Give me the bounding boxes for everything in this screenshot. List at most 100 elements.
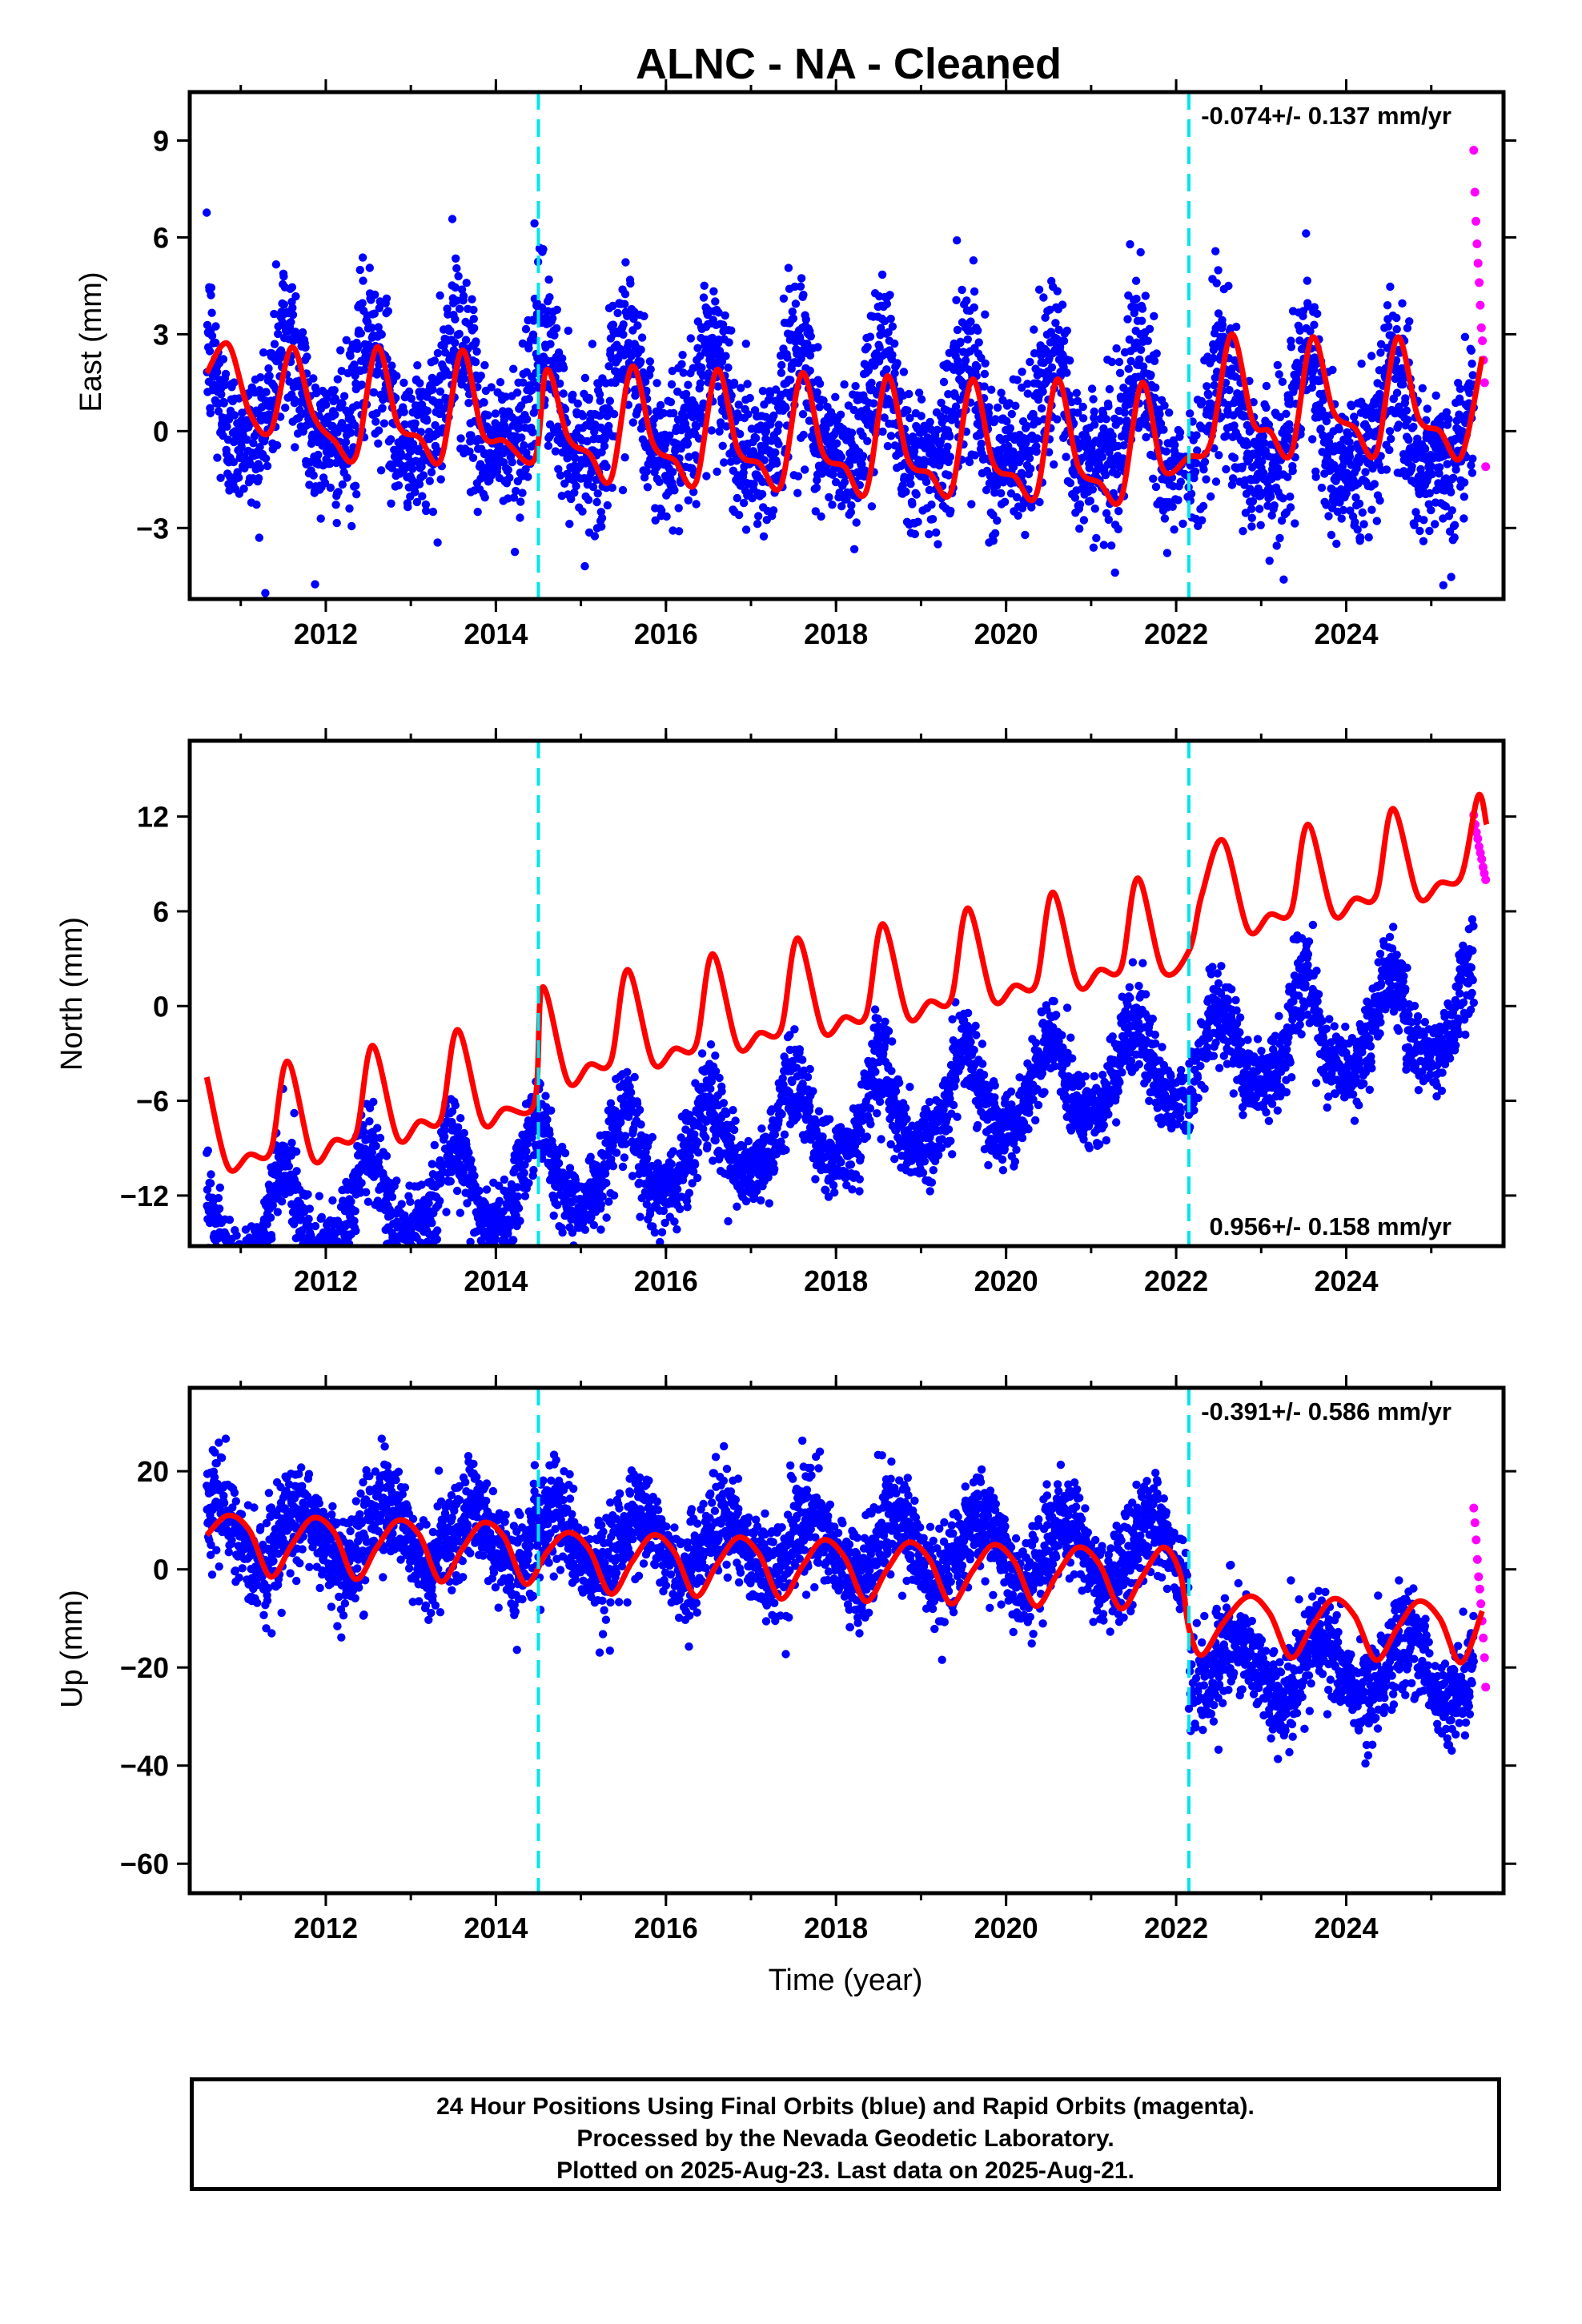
data-point: [604, 362, 613, 371]
data-point: [311, 1248, 319, 1256]
data-point: [267, 1234, 276, 1243]
data-point: [244, 1297, 252, 1305]
data-point: [301, 1250, 309, 1258]
data-point: [231, 1264, 239, 1272]
data-point: [272, 440, 282, 450]
data-point: [214, 1193, 223, 1203]
data-point: [473, 508, 482, 517]
data-point: [1204, 391, 1213, 400]
data-point: [1403, 324, 1412, 332]
data-point: [274, 329, 283, 339]
data-point: [225, 1252, 233, 1260]
data-point: [1126, 356, 1135, 366]
data-point: [1075, 500, 1085, 509]
data-point: [455, 304, 464, 313]
data-point: [321, 400, 331, 409]
data-point: [255, 1254, 263, 1262]
data-point: [1351, 493, 1360, 502]
data-point: [592, 497, 601, 507]
data-point: [277, 1197, 287, 1206]
data-point: [1142, 432, 1150, 442]
data-point: [678, 351, 687, 360]
data-point: [255, 533, 263, 542]
data-point: [239, 1258, 247, 1266]
data-point: [235, 1268, 243, 1276]
data-point: [801, 465, 809, 474]
data-point: [371, 290, 379, 300]
data-point: [229, 1255, 237, 1263]
data-point: [670, 486, 679, 495]
data-point: [840, 380, 849, 389]
data-point: [991, 415, 1000, 424]
data-point: [273, 1208, 282, 1216]
data-point: [219, 355, 228, 364]
data-point: [973, 362, 982, 372]
data-point: [1152, 349, 1161, 358]
data-point: [789, 314, 798, 323]
data-point: [311, 388, 321, 398]
data-point: [446, 327, 455, 336]
data-point: [849, 405, 858, 415]
data-point: [825, 493, 833, 502]
data-point: [692, 500, 701, 509]
data-point: [230, 411, 239, 420]
data-point: [656, 400, 665, 410]
data-point: [1041, 313, 1050, 322]
data-point: [954, 356, 962, 365]
data-point: [1407, 462, 1416, 471]
data-point: [1135, 355, 1144, 364]
data-point: [1468, 468, 1477, 477]
data-point: [805, 366, 814, 375]
data-point: [285, 377, 294, 386]
data-point: [749, 480, 758, 489]
data-point: [760, 456, 769, 464]
rapid-data-point: [1480, 378, 1489, 388]
data-point: [227, 1281, 235, 1289]
data-point: [857, 460, 866, 468]
data-point: [1345, 437, 1354, 447]
data-point: [1260, 439, 1269, 448]
data-point: [932, 528, 941, 537]
data-point: [203, 1185, 212, 1194]
data-point: [215, 1248, 223, 1256]
data-point: [512, 486, 520, 496]
data-point: [1310, 320, 1319, 329]
data-point: [487, 383, 496, 392]
data-point: [1279, 575, 1288, 584]
data-point: [909, 447, 919, 456]
data-point: [1372, 517, 1382, 525]
data-point: [461, 336, 471, 344]
data-point: [952, 296, 961, 304]
data-point: [1342, 489, 1351, 498]
data-point: [744, 410, 753, 419]
data-point: [1150, 356, 1159, 365]
data-point: [221, 1256, 229, 1265]
data-point: [247, 1267, 255, 1275]
data-point: [970, 303, 978, 312]
data-point: [412, 1248, 420, 1256]
data-point: [466, 437, 475, 446]
data-point: [1199, 465, 1208, 474]
data-point: [455, 329, 464, 339]
data-point: [421, 500, 431, 509]
data-point: [345, 504, 354, 513]
data-point: [912, 490, 921, 499]
data-point: [287, 318, 295, 327]
data-point: [554, 464, 563, 473]
data-point: [331, 1252, 339, 1261]
data-point: [765, 390, 775, 399]
data-point: [472, 337, 480, 346]
data-point: [1431, 391, 1440, 400]
data-point: [234, 1255, 242, 1263]
data-point: [1104, 515, 1114, 525]
data-point: [298, 328, 307, 337]
data-point: [235, 1292, 243, 1300]
figure-title: ALNC - NA - Cleaned: [636, 40, 1062, 88]
data-point: [1017, 468, 1026, 477]
data-point: [1026, 357, 1034, 367]
data-point: [707, 426, 716, 435]
data-point: [1207, 492, 1215, 501]
data-point: [821, 424, 830, 433]
data-point: [234, 1271, 242, 1279]
